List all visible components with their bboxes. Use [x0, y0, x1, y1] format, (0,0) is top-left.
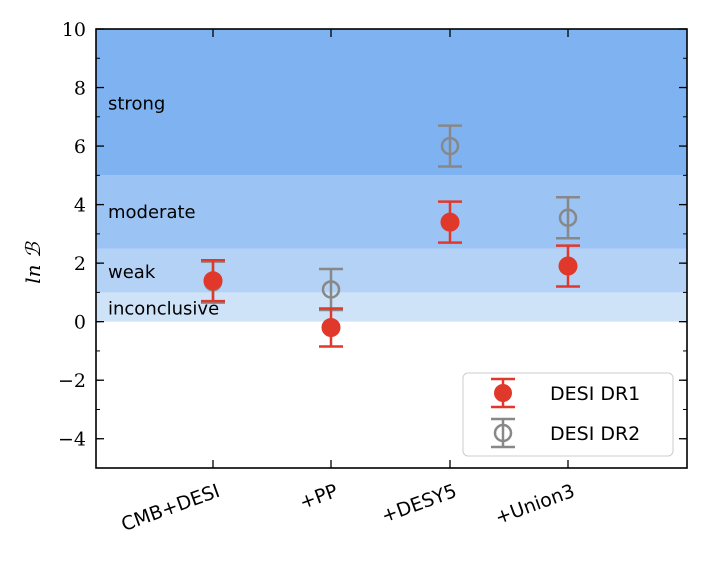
band-strong	[96, 29, 687, 176]
legend-label: DESI DR1	[550, 383, 640, 405]
x-category-label: +Union3	[492, 480, 577, 529]
series-desi-dr1	[201, 200, 580, 348]
band-label-strong: strong	[108, 94, 165, 115]
legend: DESI DR1 DESI DR2	[462, 372, 674, 457]
legend-item: DESI DR2	[491, 417, 640, 449]
y-tick-label: 4	[74, 195, 86, 217]
data-point	[556, 196, 580, 240]
y-axis-ticks: −4 −2 0 2 4 6 8 10	[58, 19, 687, 469]
data-point	[438, 124, 462, 168]
data-point	[438, 200, 462, 244]
band-moderate	[96, 175, 687, 249]
marker-open-circle	[440, 136, 460, 156]
data-point	[556, 244, 580, 288]
data-point	[201, 258, 225, 303]
marker-filled-circle	[203, 271, 223, 291]
plot-frame	[95, 28, 688, 469]
legend-marker-filled-circle	[494, 384, 512, 402]
band-label-weak: weak	[108, 262, 156, 283]
marker-filled-circle	[440, 212, 460, 232]
y-tick-label: 10	[62, 19, 86, 41]
band-weak	[96, 248, 687, 293]
band-inconclusive	[96, 292, 687, 322]
x-category-label: CMB+DESI	[118, 480, 222, 536]
y-axis-label: ln ℬ	[21, 241, 45, 284]
legend-item: DESI DR1	[491, 377, 640, 409]
y-tick-label: 2	[74, 253, 86, 275]
series-layer	[201, 124, 580, 348]
y-tick-label: 0	[74, 312, 86, 334]
legend-box	[462, 372, 674, 457]
y-tick-label: −4	[58, 429, 86, 451]
x-category-label: +PP	[297, 480, 341, 514]
x-category-label: +DESY5	[379, 480, 460, 527]
y-tick-label: −2	[58, 370, 86, 392]
data-point	[319, 307, 343, 348]
legend-label: DESI DR2	[550, 423, 640, 445]
marker-open-circle	[321, 280, 341, 299]
y-tick-label: 6	[74, 136, 86, 158]
evidence-bands	[96, 29, 687, 322]
band-labels: inconclusive weak moderate strong	[108, 94, 219, 320]
band-label-moderate: moderate	[108, 202, 196, 223]
marker-filled-circle	[321, 318, 341, 338]
marker-open-circle	[558, 208, 578, 228]
legend-marker-open-circle	[493, 423, 513, 443]
band-label-inconclusive: inconclusive	[108, 298, 219, 319]
marker-filled-circle	[558, 256, 578, 276]
y-tick-label: 8	[74, 78, 86, 100]
